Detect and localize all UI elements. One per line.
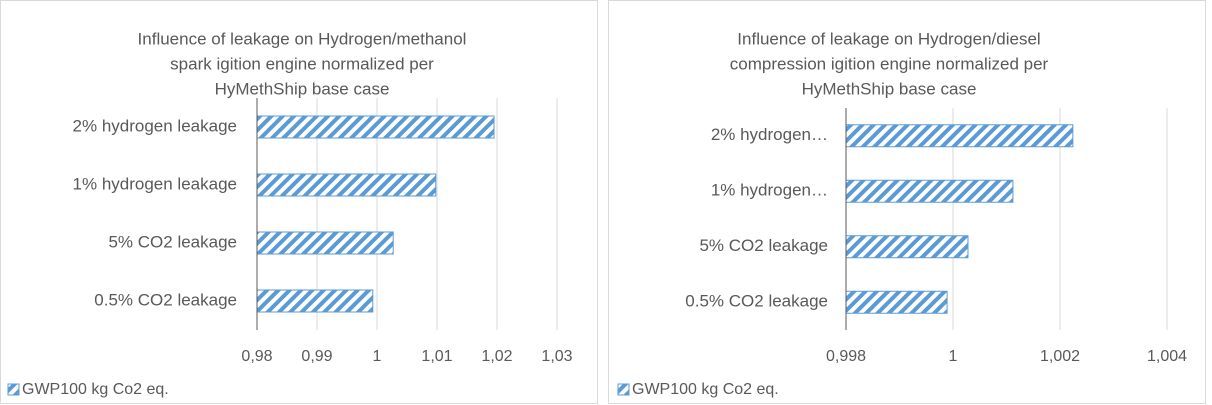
y-tick-label: 5% CO2 leakage: [108, 232, 237, 251]
x-tick-label: 1,004: [1147, 348, 1187, 365]
legend-swatch: [617, 383, 630, 396]
chart-title: HyMethShip base case: [802, 79, 977, 98]
chart-title: compression igition engine normalized pe…: [730, 54, 1049, 73]
bar: [256, 231, 394, 255]
x-tick-label: 0,99: [301, 348, 332, 365]
chart-title: Influence of leakage on Hydrogen/methano…: [138, 29, 467, 48]
bar: [845, 179, 1014, 203]
x-tick-label: 0,98: [241, 348, 272, 365]
bar: [845, 124, 1074, 148]
bar: [845, 235, 969, 259]
chart-title: spark igition engine normalized per: [170, 54, 434, 73]
legend-label: GWP100 kg Co2 eq.: [632, 381, 779, 398]
y-tick-label: 1% hydrogen leakage: [73, 174, 237, 193]
bar: [845, 290, 948, 314]
x-tick-label: 1: [949, 348, 958, 365]
legend-swatch: [7, 383, 20, 396]
chart-frame: [0, 0, 598, 404]
bar: [256, 289, 374, 313]
x-tick-label: 1: [373, 348, 382, 365]
x-tick-label: 1,002: [1040, 348, 1080, 365]
x-tick-label: 1,02: [481, 348, 512, 365]
y-tick-label: 5% CO2 leakage: [699, 236, 828, 255]
y-tick-label: 2% hydrogen leakage: [73, 116, 237, 135]
x-tick-label: 1,01: [421, 348, 452, 365]
y-tick-label: 0.5% CO2 leakage: [94, 290, 237, 309]
y-tick-label: 1% hydrogen…: [711, 181, 828, 200]
x-tick-label: 1,03: [541, 348, 572, 365]
chart-title: Influence of leakage on Hydrogen/diesel: [737, 29, 1040, 48]
y-tick-label: 0.5% CO2 leakage: [685, 292, 828, 311]
chart-title: HyMethShip base case: [215, 79, 390, 98]
bar: [256, 115, 495, 139]
y-tick-label: 2% hydrogen…: [711, 125, 828, 144]
legend-label: GWP100 kg Co2 eq.: [22, 381, 169, 398]
bar: [256, 173, 437, 197]
x-tick-label: 0,998: [826, 348, 866, 365]
